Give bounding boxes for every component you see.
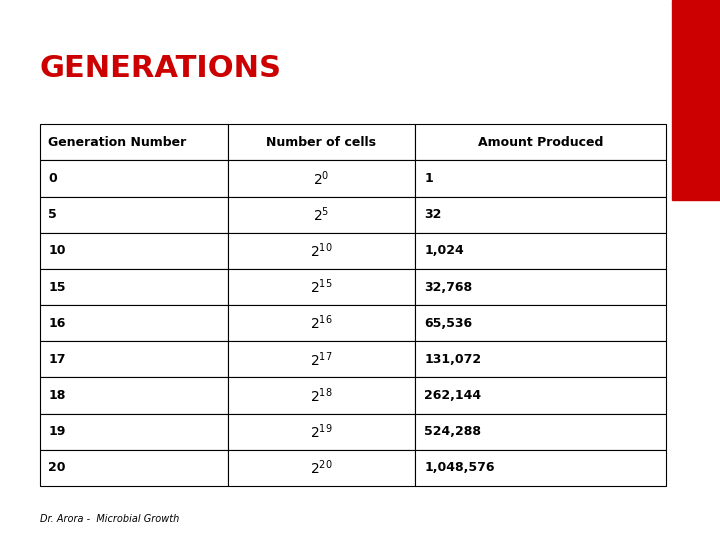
- Bar: [415, 305, 666, 341]
- Text: 65,536: 65,536: [424, 316, 472, 330]
- Bar: [415, 233, 666, 269]
- Bar: [40, 160, 228, 197]
- Bar: [228, 341, 415, 377]
- Bar: [40, 269, 228, 305]
- Bar: [228, 124, 415, 160]
- Bar: [415, 124, 666, 160]
- Text: Generation Number: Generation Number: [48, 136, 186, 149]
- Text: 17: 17: [48, 353, 66, 366]
- Bar: [40, 377, 228, 414]
- Text: $2^{15}$: $2^{15}$: [310, 278, 333, 296]
- Text: $2^{19}$: $2^{19}$: [310, 422, 333, 441]
- Text: 18: 18: [48, 389, 66, 402]
- Bar: [40, 124, 228, 160]
- Text: $2^{10}$: $2^{10}$: [310, 241, 333, 260]
- Text: 1,048,576: 1,048,576: [424, 461, 495, 475]
- Bar: [228, 377, 415, 414]
- Bar: [415, 160, 666, 197]
- Bar: [415, 269, 666, 305]
- Text: 262,144: 262,144: [424, 389, 481, 402]
- Bar: [228, 269, 415, 305]
- Bar: [228, 233, 415, 269]
- Text: 32,768: 32,768: [424, 280, 472, 294]
- Text: 10: 10: [48, 244, 66, 258]
- Bar: [228, 305, 415, 341]
- Bar: [228, 450, 415, 486]
- Text: 16: 16: [48, 316, 66, 330]
- Bar: [40, 233, 228, 269]
- Bar: [415, 197, 666, 233]
- Bar: [40, 450, 228, 486]
- Text: Amount Produced: Amount Produced: [478, 136, 603, 149]
- Bar: [228, 197, 415, 233]
- Bar: [228, 414, 415, 450]
- Bar: [40, 305, 228, 341]
- Text: 524,288: 524,288: [424, 425, 481, 438]
- Bar: [40, 414, 228, 450]
- Bar: [40, 341, 228, 377]
- Bar: [415, 414, 666, 450]
- Text: 1,024: 1,024: [424, 244, 464, 258]
- Bar: [415, 450, 666, 486]
- Text: GENERATIONS: GENERATIONS: [40, 54, 282, 83]
- Bar: [415, 341, 666, 377]
- Text: Dr. Arora -  Microbial Growth: Dr. Arora - Microbial Growth: [40, 514, 179, 524]
- Text: 20: 20: [48, 461, 66, 475]
- Text: $2^{16}$: $2^{16}$: [310, 314, 333, 333]
- Bar: [415, 377, 666, 414]
- Text: 131,072: 131,072: [424, 353, 481, 366]
- Text: 0: 0: [48, 172, 57, 185]
- Bar: [228, 160, 415, 197]
- Text: $2^{17}$: $2^{17}$: [310, 350, 333, 369]
- Text: Number of cells: Number of cells: [266, 136, 377, 149]
- Bar: [40, 197, 228, 233]
- Text: $2^{18}$: $2^{18}$: [310, 386, 333, 405]
- Text: 1: 1: [424, 172, 433, 185]
- Text: $2^{0}$: $2^{0}$: [313, 169, 330, 188]
- Text: $2^{20}$: $2^{20}$: [310, 458, 333, 477]
- Text: 19: 19: [48, 425, 66, 438]
- Text: 5: 5: [48, 208, 57, 221]
- Text: 32: 32: [424, 208, 441, 221]
- Text: 15: 15: [48, 280, 66, 294]
- Text: $2^{5}$: $2^{5}$: [313, 205, 330, 224]
